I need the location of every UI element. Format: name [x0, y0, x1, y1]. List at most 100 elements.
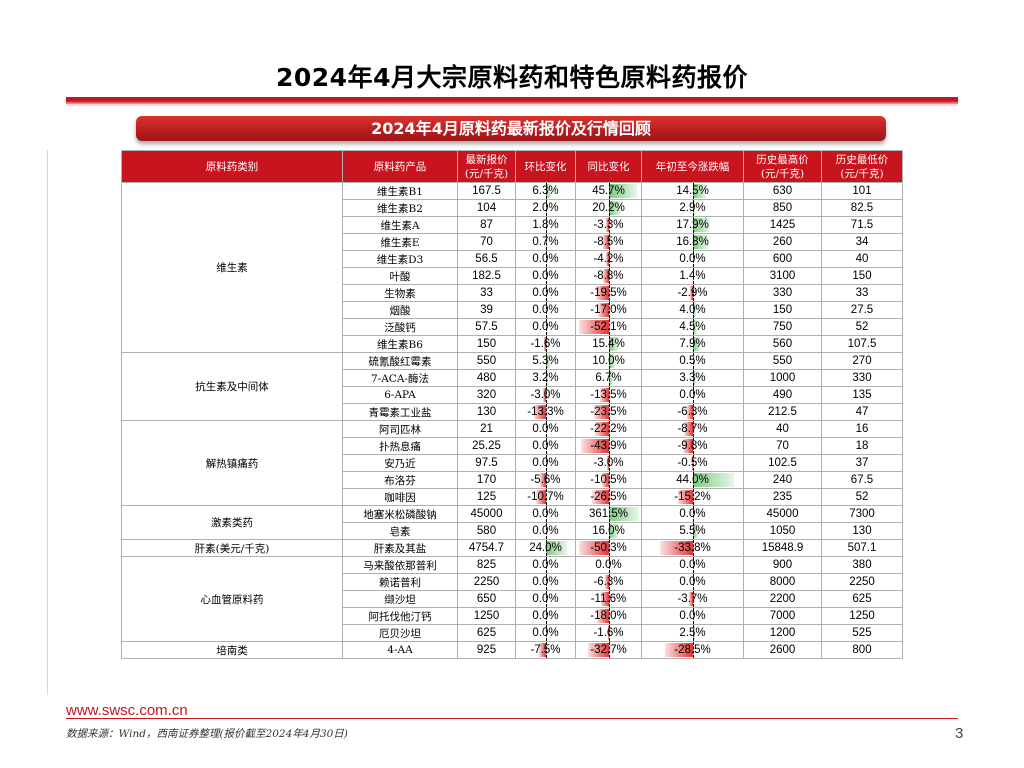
- table-row: 布洛芬 170 -5.6% -10.5% 44.0% 240 67.5: [122, 471, 903, 489]
- mom-change-cell: 0.0%: [515, 437, 576, 455]
- ytd-change-cell: 4.5%: [641, 318, 744, 336]
- table-row: 生物素 33 0.0% -19.5% -2.9% 330 33: [122, 284, 903, 302]
- product-cell: 阿司匹林: [342, 420, 458, 438]
- history-high-cell: 150: [743, 301, 822, 319]
- history-high-cell: 212.5: [743, 403, 822, 421]
- ytd-change-cell: -28.5%: [641, 641, 744, 659]
- mom-change-cell: 0.0%: [515, 590, 576, 608]
- title-rule-shadow: [66, 104, 958, 106]
- ytd-change-cell: -3.7%: [641, 590, 744, 608]
- yoy-change-cell: -52.1%: [575, 318, 642, 336]
- section-banner: 2024年4月原料药最新报价及行情回顾: [136, 116, 886, 141]
- mom-change-cell: 0.0%: [515, 267, 576, 285]
- table-row: 培南类 4-AA 925 -7.5% -32.7% -28.5% 2600 800: [121, 641, 903, 659]
- history-high-cell: 1050: [743, 522, 822, 540]
- ytd-change-cell: 1.4%: [641, 267, 744, 285]
- latest-price-cell: 550: [457, 352, 516, 370]
- ytd-change-cell: 2.5%: [641, 624, 744, 642]
- product-cell: 安乃近: [342, 454, 458, 472]
- mom-change-cell: 0.0%: [515, 505, 576, 523]
- product-cell: 泛酸钙: [342, 318, 458, 336]
- history-low-cell: 27.5: [821, 301, 903, 319]
- page-number: 3: [955, 725, 964, 742]
- product-cell: 肝素及其盐: [342, 539, 458, 557]
- history-low-cell: 130: [821, 522, 903, 540]
- yoy-change-cell: -13.5%: [575, 386, 642, 404]
- history-high-cell: 2200: [743, 590, 822, 608]
- latest-price-cell: 320: [457, 386, 516, 404]
- header-product: 原料药产品: [342, 150, 458, 183]
- header-history-low: 历史最低价 (元/千克): [821, 150, 903, 183]
- history-low-cell: 47: [821, 403, 903, 421]
- yoy-change-cell: 45.7%: [575, 182, 642, 200]
- history-low-cell: 52: [821, 318, 903, 336]
- ytd-change-cell: -33.8%: [641, 539, 744, 557]
- product-cell: 马来酸依那普利: [342, 556, 458, 574]
- product-cell: 4-AA: [342, 641, 458, 659]
- yoy-change-cell: -10.5%: [575, 471, 642, 489]
- product-cell: 维生素B6: [342, 335, 458, 353]
- yoy-change-cell: 6.7%: [575, 369, 642, 387]
- product-cell: 硫氰酸红霉素: [342, 352, 458, 370]
- ytd-change-cell: 14.5%: [641, 182, 744, 200]
- mom-change-cell: 1.8%: [515, 216, 576, 234]
- history-high-cell: 550: [743, 352, 822, 370]
- yoy-change-cell: -11.6%: [575, 590, 642, 608]
- table-row: 维生素B6 150 -1.6% 15.4% 7.9% 560 107.5: [122, 335, 903, 353]
- latest-price-cell: 150: [457, 335, 516, 353]
- product-cell: 皂素: [342, 522, 458, 540]
- latest-price-cell: 580: [457, 522, 516, 540]
- mom-change-cell: 0.7%: [515, 233, 576, 251]
- history-high-cell: 1000: [743, 369, 822, 387]
- category-cell: 维生素: [121, 182, 343, 353]
- mom-change-cell: -1.6%: [515, 335, 576, 353]
- history-high-cell: 102.5: [743, 454, 822, 472]
- yoy-change-cell: 10.0%: [575, 352, 642, 370]
- product-cell: 缬沙坦: [342, 590, 458, 608]
- history-low-cell: 525: [821, 624, 903, 642]
- mom-change-cell: 2.0%: [515, 199, 576, 217]
- header-ytd-change: 年初至今涨跌幅: [641, 150, 744, 183]
- mom-change-cell: -3.0%: [515, 386, 576, 404]
- history-low-cell: 16: [821, 420, 903, 438]
- ytd-change-cell: 3.3%: [641, 369, 744, 387]
- history-high-cell: 490: [743, 386, 822, 404]
- latest-price-cell: 2250: [457, 573, 516, 591]
- table-row: 泛酸钙 57.5 0.0% -52.1% 4.5% 750 52: [122, 318, 903, 336]
- table-body: 维生素 维生素B1 167.5 6.3% 45.7% 14.5% 630 101 维生素B2 10…: [121, 182, 903, 659]
- latest-price-cell: 182.5: [457, 267, 516, 285]
- mom-change-cell: 0.0%: [515, 556, 576, 574]
- table-row: 维生素A 87 1.8% -3.3% 17.9% 1425 71.5: [122, 216, 903, 234]
- history-low-cell: 625: [821, 590, 903, 608]
- latest-price-cell: 480: [457, 369, 516, 387]
- table-row: 青霉素工业盐 130 -13.3% -23.5% -6.3% 212.5 47: [122, 403, 903, 421]
- yoy-change-cell: -17.0%: [575, 301, 642, 319]
- history-high-cell: 240: [743, 471, 822, 489]
- latest-price-cell: 33: [457, 284, 516, 302]
- yoy-change-cell: -4.2%: [575, 250, 642, 268]
- yoy-change-cell: 361.5%: [575, 505, 642, 523]
- latest-price-cell: 104: [457, 199, 516, 217]
- yoy-change-cell: -43.9%: [575, 437, 642, 455]
- mom-change-cell: 0.0%: [515, 420, 576, 438]
- yoy-change-cell: 20.2%: [575, 199, 642, 217]
- history-low-cell: 34: [821, 233, 903, 251]
- history-high-cell: 3100: [743, 267, 822, 285]
- ytd-change-cell: 5.5%: [641, 522, 744, 540]
- latest-price-cell: 57.5: [457, 318, 516, 336]
- history-low-cell: 135: [821, 386, 903, 404]
- yoy-change-cell: -22.2%: [575, 420, 642, 438]
- latest-price-cell: 650: [457, 590, 516, 608]
- history-low-cell: 82.5: [821, 199, 903, 217]
- yoy-change-cell: -32.7%: [575, 641, 642, 659]
- footer-url[interactable]: www.swsc.com.cn: [66, 702, 188, 719]
- ytd-change-cell: 0.0%: [641, 556, 744, 574]
- yoy-change-cell: 0.0%: [575, 556, 642, 574]
- history-high-cell: 40: [743, 420, 822, 438]
- history-high-cell: 850: [743, 199, 822, 217]
- header-history-high: 历史最高价 (元/千克): [743, 150, 822, 183]
- table-row: 皂素 580 0.0% 16.0% 5.5% 1050 130: [122, 522, 903, 540]
- history-low-cell: 67.5: [821, 471, 903, 489]
- mom-change-cell: 0.0%: [515, 454, 576, 472]
- history-high-cell: 1200: [743, 624, 822, 642]
